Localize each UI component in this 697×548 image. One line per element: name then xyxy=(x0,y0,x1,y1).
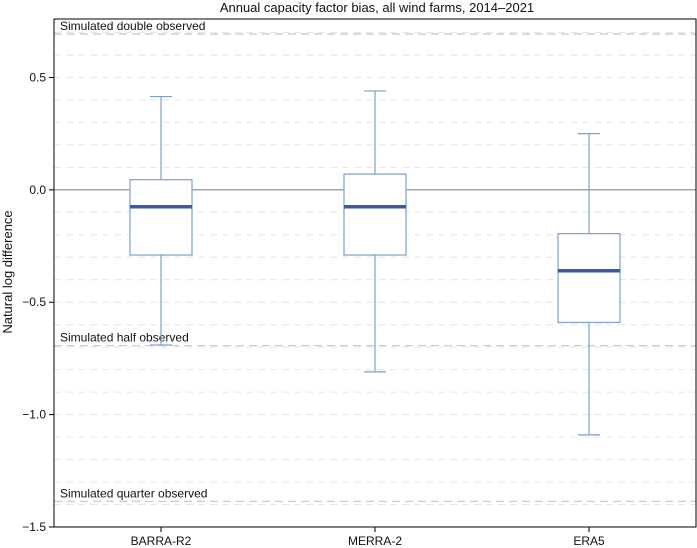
y-tick-label: −0.5 xyxy=(22,295,46,309)
box-body xyxy=(343,173,407,256)
y-tick-label: 0.0 xyxy=(29,183,46,197)
box-body xyxy=(129,179,193,256)
chart-title: Annual capacity factor bias, all wind fa… xyxy=(220,0,534,15)
y-axis-label: Natural log difference xyxy=(0,210,15,333)
box-era5 xyxy=(557,133,621,436)
reference-line-label: Simulated half observed xyxy=(60,331,189,345)
x-axis-ticks: BARRA-R2 MERRA-2 ERA5 xyxy=(131,527,605,548)
y-axis-ticks: 0.5 0.0 −0.5 −1.0 −1.5 xyxy=(22,70,54,534)
y-tick-label: −1.0 xyxy=(22,408,46,422)
reference-line-label: Simulated quarter observed xyxy=(60,486,207,500)
reference-line-label: Simulated double observed xyxy=(60,19,205,33)
y-tick-label: 0.5 xyxy=(29,70,46,84)
box-merra-2 xyxy=(343,90,407,373)
x-tick-label: ERA5 xyxy=(573,534,605,548)
x-tick-label: BARRA-R2 xyxy=(131,534,192,548)
y-tick-label: −1.5 xyxy=(22,520,46,534)
reference-lines: Simulated double observed Simulated half … xyxy=(54,19,696,503)
box-barra-r2 xyxy=(129,95,193,346)
x-tick-label: MERRA-2 xyxy=(348,534,402,548)
box-group xyxy=(129,90,621,436)
box-body xyxy=(557,233,621,324)
